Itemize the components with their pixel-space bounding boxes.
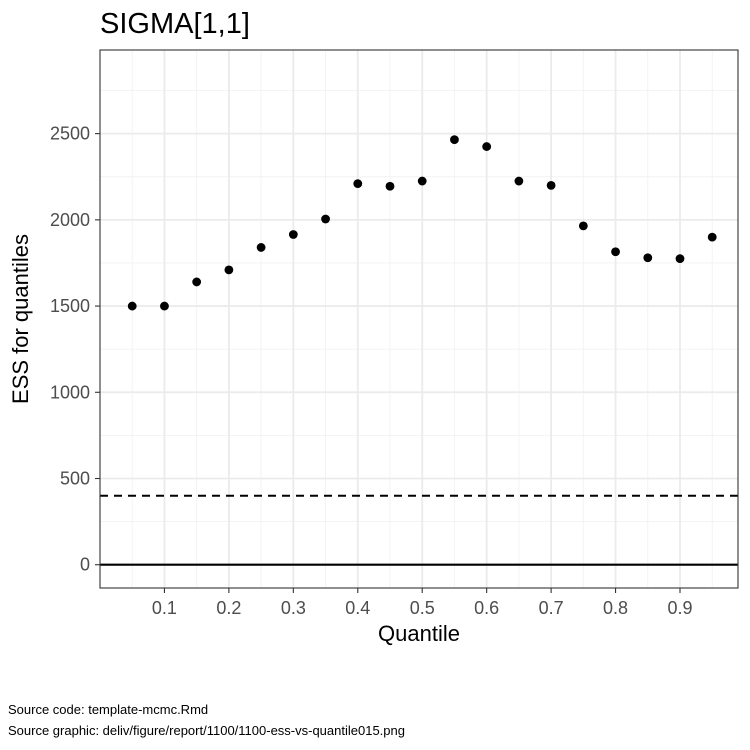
y-axis-ticks: 0 500 1000 1500 2000 2500 [50, 124, 100, 575]
data-point [160, 301, 169, 311]
data-point [675, 254, 685, 264]
x-tick-label: 0.6 [474, 598, 499, 618]
data-point [321, 214, 330, 224]
data-point [353, 179, 363, 189]
y-tick-label: 500 [60, 469, 90, 489]
data-point [450, 135, 459, 145]
x-tick-label: 0.3 [281, 598, 306, 618]
data-point [643, 253, 653, 263]
y-tick-label: 2000 [50, 210, 90, 230]
source-graphic-caption: Source graphic: deliv/figure/report/1100… [8, 723, 405, 738]
x-tick-label: 0.9 [667, 598, 692, 618]
y-axis-title: ESS for quantiles [8, 234, 33, 404]
y-tick-label: 1000 [50, 382, 90, 402]
data-point [707, 232, 717, 242]
plot-border [99, 49, 739, 589]
data-point [385, 181, 395, 191]
data-points [127, 135, 717, 311]
data-point [417, 176, 427, 186]
x-axis-title: Quantile [378, 621, 460, 646]
y-tick-label: 0 [80, 555, 90, 575]
x-tick-label: 0.1 [152, 598, 177, 618]
data-point [288, 230, 298, 239]
plot-panel [100, 50, 738, 588]
x-tick-label: 0.8 [603, 598, 628, 618]
data-point [482, 142, 492, 151]
chart-title: SIGMA[1,1] [100, 8, 250, 40]
x-tick-label: 0.2 [216, 598, 241, 618]
data-point [192, 277, 202, 287]
data-point [127, 301, 137, 311]
data-point [546, 180, 556, 190]
data-point [611, 247, 620, 257]
major-gridlines [100, 50, 738, 588]
data-point [578, 221, 588, 231]
x-tick-label: 0.7 [539, 598, 564, 618]
x-tick-label: 0.5 [410, 598, 435, 618]
data-point [224, 265, 234, 275]
data-point [256, 243, 266, 252]
data-point [514, 176, 524, 186]
x-axis-ticks: 0.1 0.2 0.3 0.4 0.5 0.6 0.7 0.8 0.9 [152, 588, 693, 618]
x-tick-label: 0.4 [345, 598, 370, 618]
y-tick-label: 2500 [50, 124, 90, 144]
y-tick-label: 1500 [50, 296, 90, 316]
reference-lines [100, 494, 738, 566]
source-code-caption: Source code: template-mcmc.Rmd [8, 702, 209, 717]
